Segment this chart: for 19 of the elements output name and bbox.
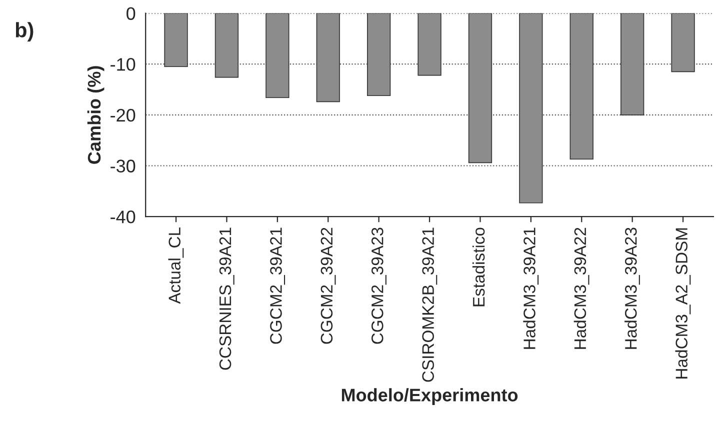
x-tick-label: HadCM3_39A21 [523, 228, 539, 349]
x-tick-label: HadCM3_A2_SDSM [675, 228, 691, 378]
x-tick-label: HadCM3_39A23 [624, 228, 640, 349]
y-axis-title: Cambio (%) [87, 66, 104, 164]
y-tick-label: -20 [110, 108, 136, 122]
x-tick-label: CGCM2_39A21 [270, 228, 286, 344]
y-tick-label: -30 [110, 160, 136, 172]
text: b) [16, 22, 34, 42]
y-tick-label: -10 [110, 58, 136, 71]
x-tick-label: HadCM3_39A22 [574, 228, 590, 349]
x-axis-title: Modelo/Experimento [342, 388, 518, 406]
x-tick-label: CGCM2_39A23 [371, 228, 386, 344]
x-tick-label: CSIROMK2B_39A21 [422, 228, 438, 382]
x-tick-label: CGCM2_39A22 [320, 228, 336, 344]
x-tick-label: Actual_CL [168, 228, 184, 304]
y-tick-label: -40 [110, 210, 136, 224]
y-tick-label: 0 [126, 7, 136, 20]
x-tick-label: Estadistico [472, 228, 485, 306]
x-tick-label: CCSRNIES_39A21 [219, 228, 234, 370]
